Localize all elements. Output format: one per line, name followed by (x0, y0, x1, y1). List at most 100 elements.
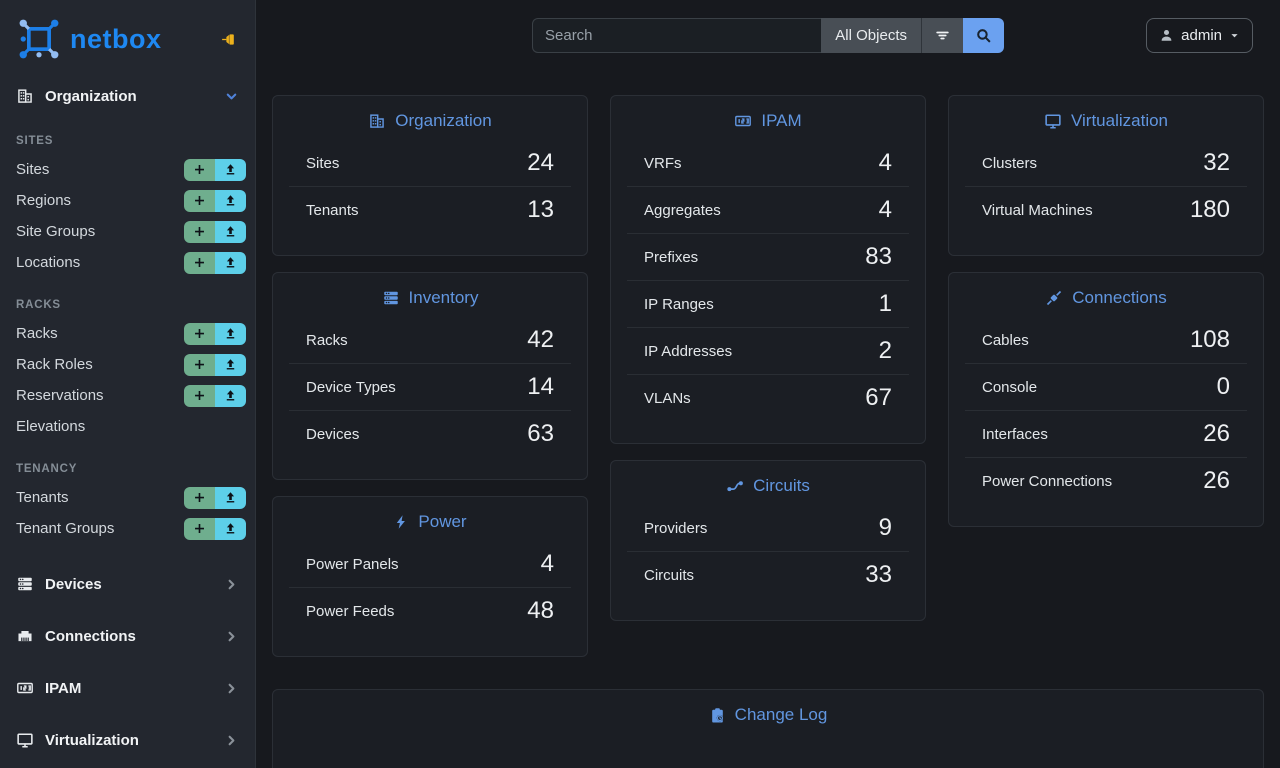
import-reservations-button[interactable] (215, 384, 246, 407)
card-connections-title[interactable]: Connections (949, 273, 1263, 317)
stat-value: 26 (1203, 420, 1230, 447)
stat-row-console[interactable]: Console 0 (965, 363, 1247, 410)
stat-row-virtual-machines[interactable]: Virtual Machines 180 (965, 186, 1247, 233)
monitor-icon (16, 731, 34, 749)
filter-button[interactable] (921, 18, 963, 53)
card-ipam: IPAM VRFs 4 Aggregates 4 Prefixes 83 IP Ranges… (610, 95, 926, 444)
stat-label: Cables (982, 331, 1029, 349)
add-reservations-button[interactable] (184, 384, 215, 407)
sidebar-item-elevations[interactable]: Elevations (0, 411, 255, 442)
sidebar-group-virtualization[interactable]: Virtualization (0, 722, 255, 758)
import-sites-button[interactable] (215, 158, 246, 181)
card-changelog: Change Log (272, 689, 1264, 768)
add-tenant-groups-button[interactable] (184, 517, 215, 540)
item-actions (184, 384, 246, 407)
stat-row-vlans[interactable]: VLANs 67 (627, 374, 909, 421)
sidebar-item-tenant-groups[interactable]: Tenant Groups (0, 513, 255, 544)
upload-icon (224, 389, 237, 402)
dashboard: Organization Sites 24 Tenants 13 Inventory … (256, 71, 1280, 768)
import-locations-button[interactable] (215, 251, 246, 274)
stat-row-providers[interactable]: Providers 9 (627, 505, 909, 551)
upload-icon (224, 256, 237, 269)
import-site-groups-button[interactable] (215, 220, 246, 243)
stat-value: 26 (1203, 467, 1230, 494)
stat-row-interfaces[interactable]: Interfaces 26 (965, 410, 1247, 457)
add-locations-button[interactable] (184, 251, 215, 274)
stat-row-sites[interactable]: Sites 24 (289, 140, 571, 186)
sidebar-item-racks[interactable]: Racks (0, 318, 255, 349)
sidebar-group-connections[interactable]: Connections (0, 618, 255, 654)
add-regions-button[interactable] (184, 189, 215, 212)
add-tenants-button[interactable] (184, 486, 215, 509)
card-circuits-title[interactable]: Circuits (611, 461, 925, 505)
card-inventory-title[interactable]: Inventory (273, 273, 587, 317)
stat-row-device-types[interactable]: Device Types 14 (289, 363, 571, 410)
sidebar-item-locations[interactable]: Locations (0, 247, 255, 278)
server-icon (382, 289, 400, 307)
filter-icon (934, 27, 951, 44)
import-rack-roles-button[interactable] (215, 353, 246, 376)
stat-label: Power Connections (982, 472, 1113, 490)
add-racks-button[interactable] (184, 322, 215, 345)
search-button[interactable] (963, 18, 1004, 53)
stat-row-cables[interactable]: Cables 108 (965, 317, 1247, 363)
stat-value: 32 (1203, 149, 1230, 176)
add-site-groups-button[interactable] (184, 220, 215, 243)
stat-row-power-connections[interactable]: Power Connections 26 (965, 457, 1247, 504)
stat-row-aggregates[interactable]: Aggregates 4 (627, 186, 909, 233)
card-virtualization: Virtualization Clusters 32 Virtual Machine… (948, 95, 1264, 256)
stat-row-vrfs[interactable]: VRFs 4 (627, 140, 909, 186)
user-menu-button[interactable]: admin (1146, 18, 1253, 53)
stat-row-prefixes[interactable]: Prefixes 83 (627, 233, 909, 280)
search-input[interactable] (532, 18, 822, 53)
stat-row-ip-ranges[interactable]: IP Ranges 1 (627, 280, 909, 327)
sidebar-item-regions[interactable]: Regions (0, 185, 255, 216)
sidebar-item-tenants[interactable]: Tenants (0, 482, 255, 513)
stat-row-circuits[interactable]: Circuits 33 (627, 551, 909, 598)
stat-row-power-panels[interactable]: Power Panels 4 (289, 541, 571, 587)
upload-icon (224, 491, 237, 504)
sidebar-item-rack-roles[interactable]: Rack Roles (0, 349, 255, 380)
sidebar-item-site-groups[interactable]: Site Groups (0, 216, 255, 247)
dashboard-column-3: Virtualization Clusters 32 Virtual Machine… (948, 95, 1264, 657)
sidebar-group-ipam[interactable]: IPAM (0, 670, 255, 706)
brand-wordmark[interactable]: netbox (70, 23, 162, 54)
sidebar-item-label: Sites (16, 161, 50, 178)
upload-icon (224, 358, 237, 371)
sidebar-item-reservations[interactable]: Reservations (0, 380, 255, 411)
import-regions-button[interactable] (215, 189, 246, 212)
import-racks-button[interactable] (215, 322, 246, 345)
card-changelog-title[interactable]: Change Log (273, 690, 1263, 734)
import-tenants-button[interactable] (215, 486, 246, 509)
lightning-bolt-icon (393, 514, 409, 530)
card-power-title[interactable]: Power (273, 497, 587, 541)
stat-value: 63 (527, 420, 554, 447)
card-ipam-title[interactable]: IPAM (611, 96, 925, 140)
stat-row-racks[interactable]: Racks 42 (289, 317, 571, 363)
chevron-right-icon (224, 577, 239, 592)
chevron-down-icon (224, 89, 239, 104)
card-virtualization-title[interactable]: Virtualization (949, 96, 1263, 140)
pin-sidebar-icon[interactable] (220, 31, 237, 48)
sidebar-group-organization[interactable]: Organization (0, 78, 255, 114)
add-rack-roles-button[interactable] (184, 353, 215, 376)
stat-row-ip-addresses[interactable]: IP Addresses 2 (627, 327, 909, 374)
card-title-text: Connections (1072, 288, 1167, 307)
add-sites-button[interactable] (184, 158, 215, 181)
stat-row-tenants[interactable]: Tenants 13 (289, 186, 571, 233)
stat-row-devices[interactable]: Devices 63 (289, 410, 571, 457)
stat-row-power-feeds[interactable]: Power Feeds 48 (289, 587, 571, 634)
card-organization-title[interactable]: Organization (273, 96, 587, 140)
search-scope-button[interactable]: All Objects (821, 18, 921, 53)
stat-label: Tenants (306, 201, 359, 219)
item-actions (184, 220, 246, 243)
counter-icon (734, 112, 752, 130)
sidebar-item-sites[interactable]: Sites (0, 154, 255, 185)
counter-icon (16, 679, 34, 697)
sidebar-group-devices[interactable]: Devices (0, 566, 255, 602)
stat-label: VRFs (644, 154, 682, 172)
import-tenant-groups-button[interactable] (215, 517, 246, 540)
netbox-logo-icon[interactable] (18, 18, 60, 60)
stat-row-clusters[interactable]: Clusters 32 (965, 140, 1247, 186)
card-organization: Organization Sites 24 Tenants 13 (272, 95, 588, 256)
